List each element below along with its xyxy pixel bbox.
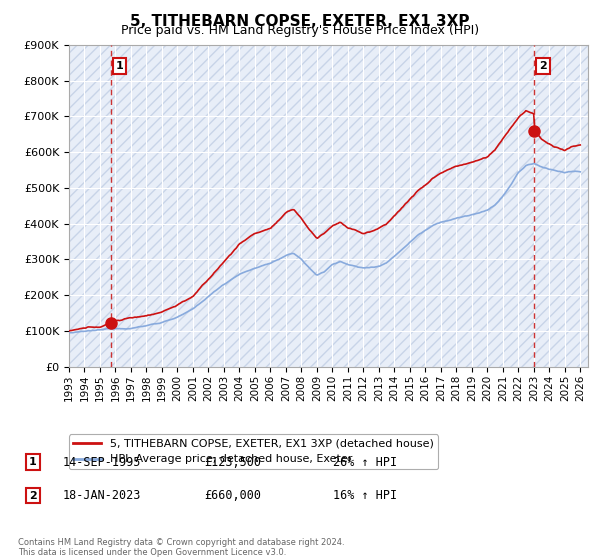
Text: 2: 2 <box>29 491 37 501</box>
Text: £660,000: £660,000 <box>204 489 261 502</box>
Text: Contains HM Land Registry data © Crown copyright and database right 2024.
This d: Contains HM Land Registry data © Crown c… <box>18 538 344 557</box>
Text: Price paid vs. HM Land Registry's House Price Index (HPI): Price paid vs. HM Land Registry's House … <box>121 24 479 37</box>
Text: 2: 2 <box>539 61 547 71</box>
Text: 26% ↑ HPI: 26% ↑ HPI <box>333 455 397 469</box>
Text: 14-SEP-1995: 14-SEP-1995 <box>63 455 142 469</box>
Text: 18-JAN-2023: 18-JAN-2023 <box>63 489 142 502</box>
Text: 1: 1 <box>116 61 124 71</box>
Text: 1: 1 <box>29 457 37 467</box>
Text: 5, TITHEBARN COPSE, EXETER, EX1 3XP: 5, TITHEBARN COPSE, EXETER, EX1 3XP <box>130 14 470 29</box>
Text: £123,500: £123,500 <box>204 455 261 469</box>
Legend: 5, TITHEBARN COPSE, EXETER, EX1 3XP (detached house), HPI: Average price, detach: 5, TITHEBARN COPSE, EXETER, EX1 3XP (det… <box>69 435 439 469</box>
Text: 16% ↑ HPI: 16% ↑ HPI <box>333 489 397 502</box>
